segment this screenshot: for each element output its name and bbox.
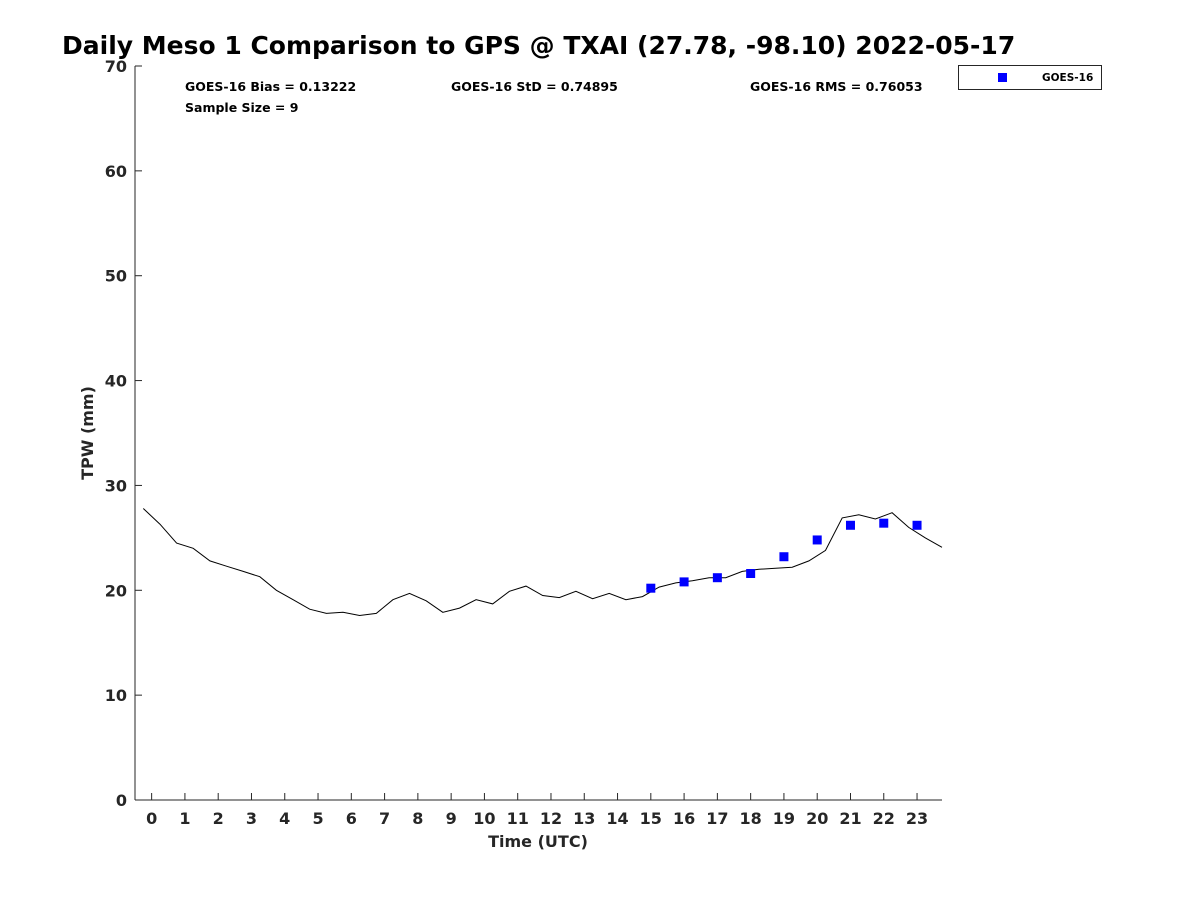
y-tick-label: 50 bbox=[105, 267, 127, 286]
y-tick-label: 60 bbox=[105, 162, 127, 181]
y-tick-label: 10 bbox=[105, 686, 127, 705]
x-tick-label: 0 bbox=[146, 809, 157, 828]
x-tick-label: 11 bbox=[507, 809, 529, 828]
goes16-point bbox=[746, 569, 756, 579]
goes16-point bbox=[879, 518, 889, 528]
goes16-point bbox=[779, 552, 789, 562]
x-axis-ticks: 0 1 2 3 4 5 6 7 8 9 10 11 12 13 14 15 16 17 18 19 20 21 22 23 bbox=[146, 793, 928, 828]
legend-box bbox=[958, 65, 1102, 90]
x-tick-label: 13 bbox=[573, 809, 595, 828]
x-tick-label: 20 bbox=[806, 809, 828, 828]
x-tick-label: 3 bbox=[246, 809, 257, 828]
x-axis-label: Time (UTC) bbox=[488, 832, 588, 851]
x-tick-label: 14 bbox=[606, 809, 628, 828]
stat-std: GOES-16 StD = 0.74895 bbox=[451, 79, 618, 94]
x-tick-label: 22 bbox=[873, 809, 895, 828]
y-tick-label: 20 bbox=[105, 581, 127, 600]
x-tick-label: 1 bbox=[179, 809, 190, 828]
y-tick-label: 30 bbox=[105, 476, 127, 495]
stat-sample-size: Sample Size = 9 bbox=[185, 100, 298, 115]
x-tick-label: 19 bbox=[773, 809, 795, 828]
y-tick-label: 40 bbox=[105, 372, 127, 391]
y-axis-label: TPW (mm) bbox=[78, 386, 97, 480]
legend: GOES-16 bbox=[958, 65, 1102, 90]
gps-tpw-line bbox=[142, 508, 943, 617]
goes16-point bbox=[845, 520, 855, 530]
x-tick-label: 9 bbox=[446, 809, 457, 828]
x-tick-label: 15 bbox=[640, 809, 662, 828]
x-tick-label: 17 bbox=[706, 809, 728, 828]
x-tick-label: 7 bbox=[379, 809, 390, 828]
x-tick-label: 23 bbox=[906, 809, 928, 828]
legend-label-goes16: GOES-16 bbox=[1042, 72, 1093, 84]
goes16-point bbox=[679, 577, 689, 587]
legend-marker bbox=[998, 73, 1007, 82]
x-tick-label: 10 bbox=[473, 809, 495, 828]
x-tick-label: 6 bbox=[346, 809, 357, 828]
x-tick-label: 2 bbox=[213, 809, 224, 828]
y-tick-label: 70 bbox=[105, 57, 127, 76]
x-tick-label: 12 bbox=[540, 809, 562, 828]
stat-rms: GOES-16 RMS = 0.76053 bbox=[750, 79, 923, 94]
x-tick-label: 8 bbox=[412, 809, 423, 828]
x-tick-label: 4 bbox=[279, 809, 290, 828]
y-tick-label: 0 bbox=[116, 791, 127, 810]
chart-title: Daily Meso 1 Comparison to GPS @ TXAI (2… bbox=[62, 31, 1015, 60]
y-axis-ticks: 0 10 20 30 40 50 60 70 bbox=[105, 57, 142, 810]
goes16-point bbox=[646, 583, 656, 593]
x-tick-label: 16 bbox=[673, 809, 695, 828]
x-tick-label: 18 bbox=[740, 809, 762, 828]
x-tick-label: 21 bbox=[839, 809, 861, 828]
series-layer bbox=[142, 508, 943, 617]
stat-bias: GOES-16 Bias = 0.13222 bbox=[185, 79, 356, 94]
goes16-point bbox=[712, 573, 722, 583]
goes16-point bbox=[812, 535, 822, 545]
x-tick-label: 5 bbox=[312, 809, 323, 828]
goes16-point bbox=[912, 520, 922, 530]
